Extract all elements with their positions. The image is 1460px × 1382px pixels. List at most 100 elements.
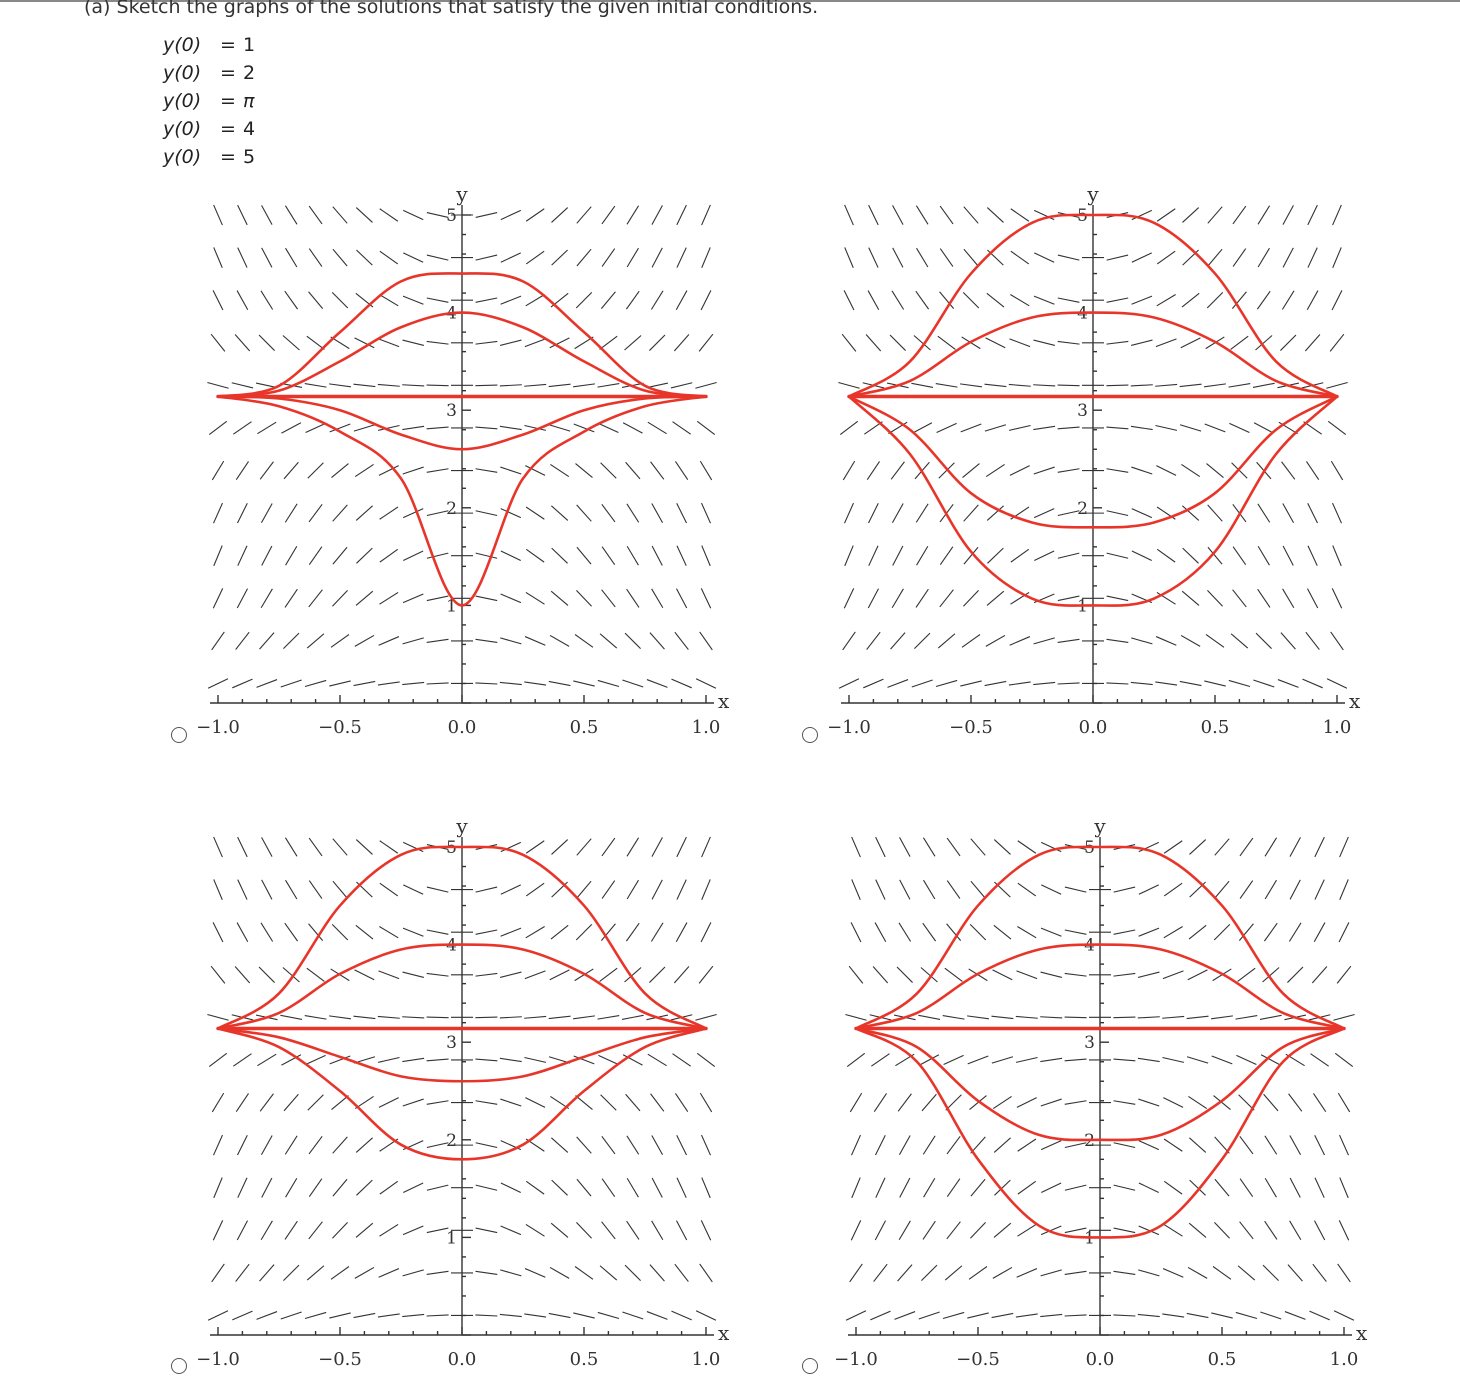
slope-segment bbox=[525, 1180, 545, 1195]
slope-segment bbox=[1131, 295, 1153, 305]
slope-segment bbox=[551, 505, 569, 521]
slope-segment bbox=[426, 1227, 449, 1234]
slope-segment bbox=[573, 680, 595, 687]
slope-segment bbox=[500, 1182, 521, 1193]
slope-segment bbox=[1162, 970, 1184, 980]
slope-segment bbox=[1312, 1263, 1327, 1282]
slope-segment bbox=[1189, 1179, 1206, 1196]
slope-segment bbox=[1228, 383, 1251, 388]
solution-curve-4 bbox=[216, 311, 708, 398]
slope-segment bbox=[1057, 340, 1080, 345]
slope-segment bbox=[548, 383, 571, 388]
slope-segment bbox=[1257, 205, 1271, 225]
slope-segment bbox=[867, 290, 880, 311]
slope-segment bbox=[379, 1223, 399, 1237]
condition-row: y(0) = 4 bbox=[163, 118, 255, 146]
slope-segment bbox=[967, 1015, 989, 1020]
slope-segment bbox=[426, 426, 449, 430]
slope-segment bbox=[1239, 1135, 1254, 1155]
option-radio[interactable] bbox=[171, 1358, 187, 1374]
solution-curve-2 bbox=[216, 395, 708, 451]
slope-segment bbox=[426, 1058, 449, 1062]
slope-segment bbox=[499, 384, 522, 387]
slope-segment bbox=[1232, 205, 1247, 225]
slope-segment bbox=[500, 550, 521, 561]
slope-segment bbox=[1016, 970, 1038, 980]
slope-segment bbox=[649, 966, 666, 983]
slope-segment bbox=[1034, 550, 1055, 561]
slope-segment bbox=[874, 922, 887, 943]
slope-segment bbox=[923, 879, 936, 900]
slope-segment bbox=[866, 631, 881, 650]
slope-segment bbox=[1163, 926, 1183, 939]
slope-segment bbox=[548, 424, 571, 432]
slope-segment bbox=[1057, 468, 1080, 473]
slope-segment bbox=[235, 1093, 249, 1112]
x-tick-label: −0.5 bbox=[956, 1349, 1000, 1370]
slope-segment bbox=[1016, 1097, 1037, 1108]
slope-segment bbox=[939, 589, 954, 608]
slope-segment bbox=[600, 291, 616, 309]
slope-segment bbox=[1131, 209, 1153, 221]
condition-rhs: 1 bbox=[243, 34, 256, 56]
option-radio[interactable] bbox=[802, 727, 818, 743]
slope-segment bbox=[475, 638, 498, 643]
slope-segment bbox=[1256, 290, 1271, 310]
slope-segment bbox=[259, 1264, 275, 1282]
solution-curve-5 bbox=[216, 845, 708, 1030]
slope-segment bbox=[1017, 1223, 1037, 1237]
slope-segment bbox=[1237, 967, 1256, 982]
slope-segment bbox=[1214, 880, 1230, 899]
y-tick-label: 2 bbox=[1077, 499, 1088, 519]
slope-segment bbox=[939, 291, 955, 309]
slope-segment bbox=[500, 593, 522, 604]
slope-segment bbox=[991, 1015, 1014, 1020]
slope-segment bbox=[675, 1220, 688, 1241]
slope-segment bbox=[896, 966, 913, 983]
slope-segment bbox=[1339, 836, 1349, 858]
slope-segment bbox=[1255, 335, 1273, 351]
slope-segment bbox=[1189, 839, 1207, 855]
slope-segment bbox=[849, 1092, 863, 1113]
slope-segment bbox=[1057, 682, 1080, 685]
slope-segment bbox=[1235, 1311, 1258, 1320]
slope-segment bbox=[499, 425, 522, 431]
slope-segment bbox=[402, 295, 424, 305]
slope-segment bbox=[332, 838, 348, 856]
slope-segment bbox=[1339, 1177, 1349, 1199]
slope-segment bbox=[1282, 588, 1295, 609]
x-tick-label: −1.0 bbox=[196, 1349, 240, 1370]
slope-segment bbox=[332, 1136, 348, 1154]
slope-segment bbox=[475, 468, 498, 473]
slope-segment bbox=[839, 420, 859, 436]
slope-segment bbox=[698, 965, 714, 984]
slope-segment bbox=[549, 337, 570, 349]
slope-segment bbox=[962, 292, 980, 309]
slope-segment bbox=[1040, 1225, 1062, 1236]
slope-segment bbox=[892, 247, 904, 268]
slope-segment bbox=[237, 1177, 248, 1198]
slope-segment bbox=[695, 1013, 717, 1021]
slope-segment bbox=[889, 334, 906, 351]
slope-segment bbox=[1238, 923, 1254, 941]
slope-segment bbox=[1306, 461, 1320, 480]
condition-rhs: 4 bbox=[243, 118, 256, 140]
slope-segment bbox=[621, 1014, 644, 1020]
slope-segment bbox=[936, 422, 957, 434]
slope-segment bbox=[426, 1016, 449, 1019]
slope-segment bbox=[379, 548, 399, 563]
slope-segment bbox=[651, 837, 663, 857]
slope-segment bbox=[379, 294, 399, 307]
x-tick-label: 0.0 bbox=[1086, 1349, 1115, 1370]
option-radio[interactable] bbox=[802, 1358, 818, 1374]
slope-segment bbox=[873, 1263, 888, 1282]
slope-segment bbox=[850, 922, 862, 943]
slope-segment bbox=[1333, 1310, 1355, 1321]
option-radio[interactable] bbox=[171, 727, 187, 743]
slope-segment bbox=[1230, 335, 1249, 350]
slope-segment bbox=[599, 1265, 618, 1281]
slope-segment bbox=[1211, 1312, 1233, 1319]
slope-segment bbox=[1057, 510, 1080, 517]
condition-rhs: π bbox=[243, 90, 255, 112]
x-tick-label: 0.0 bbox=[1079, 717, 1108, 738]
